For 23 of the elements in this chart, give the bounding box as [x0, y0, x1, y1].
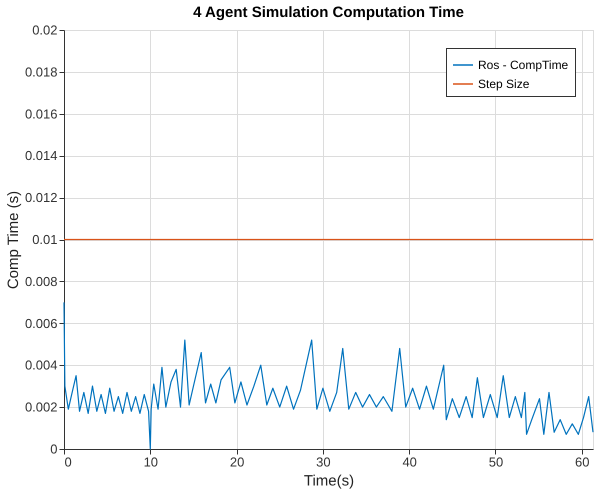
- legend-label: Step Size: [478, 77, 530, 91]
- y-axis-title: Comp Time (s): [4, 190, 22, 290]
- y-tick-label: 0.002: [24, 400, 58, 415]
- y-tick-label: 0.004: [24, 358, 58, 373]
- x-axis-title: Time(s): [304, 472, 354, 490]
- legend-label: Ros - CompTime: [478, 58, 569, 72]
- y-tick-label: 0.02: [32, 22, 58, 38]
- y-tick-label: 0.006: [24, 316, 58, 331]
- y-tick-label: 0.018: [24, 64, 58, 80]
- y-tick-label: 0.012: [24, 190, 58, 206]
- x-tick-label: 30: [316, 454, 331, 470]
- x-tick-label: 0: [64, 454, 72, 470]
- chart-title: 4 Agent Simulation Computation Time: [193, 4, 464, 21]
- x-tick-label: 10: [144, 454, 158, 470]
- x-tick-label: 40: [402, 454, 417, 470]
- x-tick-label: 60: [575, 454, 590, 470]
- y-tick-label: 0.016: [24, 106, 58, 122]
- y-tick-label: 0: [50, 442, 58, 456]
- x-tick-label: 20: [230, 454, 244, 470]
- y-tick-label: 0.01: [32, 232, 58, 247]
- y-tick-label: 0.014: [24, 148, 58, 164]
- x-tick-label: 50: [488, 454, 504, 470]
- y-tick-label: 0.008: [24, 274, 58, 289]
